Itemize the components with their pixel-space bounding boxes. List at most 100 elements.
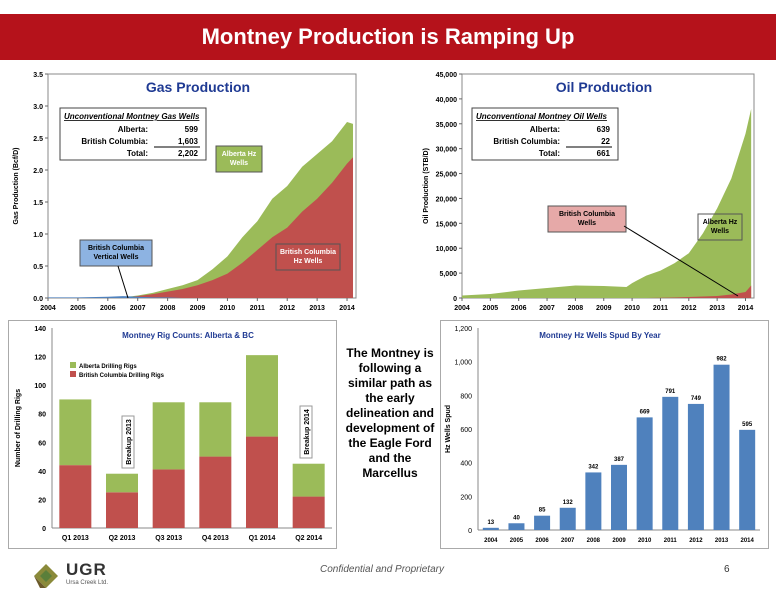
page-number: 6 [724, 564, 730, 575]
chart-title: Oil Production [556, 79, 652, 95]
x-tick-label: 2013 [709, 305, 725, 312]
legend-label: Alberta Drilling Rigs [79, 364, 137, 370]
x-tick-label: 2012 [689, 538, 703, 544]
bar-hz-wells-spud [739, 429, 756, 530]
chart-title: Montney Hz Wells Spud By Year [539, 331, 661, 340]
x-tick-label: 2004 [484, 538, 498, 544]
y-tick-label: 5,000 [439, 271, 457, 278]
wells-table-heading: Unconventional Montney Oil Wells [476, 112, 608, 121]
x-tick-label: 2006 [535, 538, 549, 544]
y-tick-label: 0.5 [33, 264, 43, 271]
data-label: 749 [691, 396, 702, 402]
wells-table [471, 107, 619, 161]
wells-table-value: 661 [597, 149, 611, 158]
series-area-british-columbia-wells [462, 285, 752, 298]
bar-hz-wells-spud [482, 527, 499, 530]
x-tick-label: 2010 [220, 305, 236, 312]
bar-hz-wells-spud [611, 464, 627, 530]
y-tick-label: 100 [34, 383, 46, 390]
x-tick-label: 2006 [511, 305, 527, 312]
x-tick-label: 2004 [40, 305, 56, 312]
bar-british-columbia-drilling-rigs [59, 465, 92, 528]
bar-hz-wells-spud [534, 515, 551, 530]
y-tick-label: 1.5 [33, 200, 43, 207]
wells-table-label: Alberta: [118, 125, 148, 134]
wells-table-value: 1,603 [178, 137, 199, 146]
x-tick-label: 2012 [279, 305, 295, 312]
bar-hz-wells-spud [508, 523, 525, 530]
data-label: 40 [513, 515, 520, 521]
x-tick-label: 2014 [339, 305, 355, 312]
x-tick-label: 2006 [100, 305, 116, 312]
y-tick-label: 1,000 [454, 360, 472, 367]
annotation-label: Wells [711, 228, 729, 235]
y-tick-label: 35,000 [436, 122, 458, 129]
x-tick-label: 2010 [638, 538, 652, 544]
rig-count-chart: 0 20 40 60 80 100 120 140 Number of Drilling Rig… [8, 320, 337, 549]
x-tick-label: 2008 [160, 305, 176, 312]
y-tick-label: 1,200 [454, 326, 472, 333]
legend-swatch [70, 371, 76, 377]
data-label: 85 [539, 508, 546, 514]
bar-british-columbia-drilling-rigs [292, 496, 325, 528]
data-label: 13 [487, 520, 494, 526]
bar-british-columbia-drilling-rigs [152, 469, 185, 528]
series-area-british-columbia-vertical-wells [48, 296, 354, 298]
x-tick-label: 2014 [738, 305, 754, 312]
annotation-box [697, 213, 743, 241]
y-axis-label: Gas Production (Bcf/D) [13, 147, 20, 224]
annotation-box [547, 205, 627, 233]
bar-alberta-drilling-rigs [59, 399, 92, 466]
y-tick-label: 20 [38, 497, 46, 504]
x-tick-label: 2007 [130, 305, 146, 312]
series-area-alberta-hz-wells [462, 108, 752, 298]
annotation-label: Wells [230, 160, 248, 167]
hz-wells-spud-chart: 0 200 400 600 800 1,000 1,200 Hz Wells Spud Mont… [440, 320, 769, 549]
y-tick-label: 80 [38, 412, 46, 419]
y-tick-label: 30,000 [436, 147, 458, 154]
annotation-label: Alberta Hz [222, 151, 257, 158]
y-tick-label: 10,000 [436, 246, 458, 253]
y-tick-label: 0.0 [33, 296, 43, 303]
y-tick-label: 60 [38, 440, 46, 447]
y-tick-label: 0 [468, 528, 472, 535]
annotation-box [79, 239, 153, 267]
wells-table-label: British Columbia: [493, 137, 560, 146]
gas-production-chart: 0.0 0.5 1.0 1.5 2.0 2.5 3.0 3.5 2004 2005 2006 2007… [13, 72, 357, 312]
x-tick-label: Q2 2013 [109, 535, 136, 542]
logo-subtitle: Ursa Creek Ltd. [66, 580, 109, 586]
x-tick-label: 2010 [624, 305, 640, 312]
annotation-arrow [117, 265, 129, 299]
x-tick-label: 2013 [309, 305, 325, 312]
annotation-label: British Columbia [280, 249, 336, 256]
wells-table-label: Total: [539, 149, 560, 158]
x-tick-label: Q1 2013 [62, 535, 89, 542]
data-label: 342 [588, 464, 599, 470]
bar-hz-wells-spud [585, 472, 602, 530]
x-tick-label: 2007 [561, 538, 575, 544]
bar-alberta-drilling-rigs [292, 463, 325, 497]
y-tick-label: 45,000 [436, 72, 458, 79]
breakup-label: Breakup 2013 [126, 419, 133, 465]
annotation-label: Vertical Wells [93, 254, 138, 261]
y-tick-label: 200 [460, 494, 472, 501]
bar-alberta-drilling-rigs [246, 355, 278, 437]
y-axis-label: Oil Production (STB/D) [423, 148, 430, 224]
x-tick-label: Q3 2013 [155, 535, 182, 542]
y-axis-label: Hz Wells Spud [445, 405, 452, 453]
y-tick-label: 600 [460, 427, 472, 434]
y-tick-label: 20,000 [436, 196, 458, 203]
chart-title: Gas Production [146, 79, 250, 95]
wells-table-value: 639 [597, 125, 611, 134]
y-tick-label: 0 [42, 526, 46, 533]
bar-alberta-drilling-rigs [199, 402, 232, 457]
y-tick-label: 25,000 [436, 172, 458, 179]
x-tick-label: 2009 [596, 305, 612, 312]
annotation-box [275, 243, 341, 271]
bar-alberta-drilling-rigs [106, 473, 138, 493]
ugr-logo-icon [34, 564, 58, 588]
y-tick-label: 3.5 [33, 72, 43, 79]
data-label: 982 [717, 357, 728, 363]
x-tick-label: 2007 [539, 305, 555, 312]
bar-british-columbia-drilling-rigs [199, 456, 232, 528]
